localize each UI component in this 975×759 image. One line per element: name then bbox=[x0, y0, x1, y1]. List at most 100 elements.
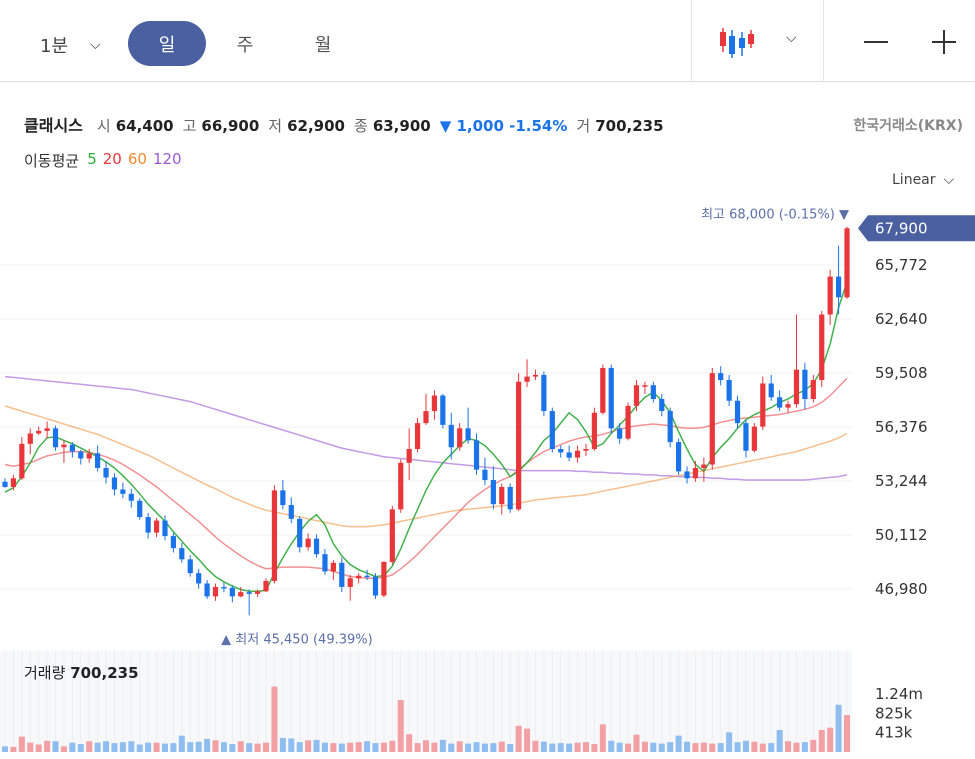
y-tick-label: 46,980 bbox=[875, 580, 928, 598]
volume-bar bbox=[27, 742, 34, 752]
minus-icon bbox=[864, 41, 888, 43]
ma-legend-20: 20 bbox=[102, 150, 122, 168]
volume-bar bbox=[566, 743, 573, 752]
interval-select[interactable]: 1분 ⌵ bbox=[40, 32, 101, 58]
candle bbox=[339, 562, 345, 587]
volume-bar bbox=[557, 743, 564, 752]
candle bbox=[2, 481, 8, 487]
volume-bar bbox=[305, 740, 312, 752]
candle bbox=[718, 373, 724, 381]
volume-bar bbox=[742, 740, 749, 752]
chart-type-chevron-icon[interactable]: ⌵ bbox=[786, 30, 797, 46]
candle bbox=[347, 578, 353, 587]
volume-bar bbox=[406, 734, 413, 752]
candle bbox=[751, 426, 757, 451]
volume-bar bbox=[187, 742, 194, 752]
volume-panel-label: 거래량 bbox=[24, 664, 66, 682]
candle bbox=[524, 376, 530, 382]
candle bbox=[819, 314, 825, 381]
tab-month[interactable]: 월 bbox=[314, 34, 332, 56]
price-summary: 클래시스 시 64,400 고 66,900 저 62,900 종 63,900 ▼ 1… bbox=[24, 112, 673, 136]
candle bbox=[238, 592, 244, 597]
candle bbox=[423, 411, 429, 424]
volume-bar bbox=[263, 742, 270, 752]
tab-day[interactable]: 일 bbox=[128, 21, 206, 66]
candle bbox=[145, 517, 151, 533]
open-label: 시 bbox=[96, 117, 111, 135]
candle bbox=[263, 580, 269, 592]
candle bbox=[608, 367, 614, 429]
candle bbox=[162, 520, 168, 537]
candle bbox=[271, 490, 278, 581]
candlestick-icon bbox=[720, 28, 754, 58]
candle bbox=[810, 380, 816, 399]
volume-bar bbox=[212, 740, 219, 752]
open-value: 64,400 bbox=[115, 117, 174, 135]
candle bbox=[726, 380, 732, 401]
volume-bar bbox=[827, 727, 834, 752]
volume-bar bbox=[844, 715, 850, 752]
candle bbox=[221, 586, 227, 589]
volume-bar bbox=[77, 744, 84, 752]
candle bbox=[120, 489, 126, 494]
candle bbox=[288, 505, 294, 519]
volume-bar bbox=[103, 741, 110, 752]
volume-bar bbox=[161, 743, 168, 752]
candle bbox=[642, 385, 648, 387]
candle bbox=[684, 471, 690, 479]
ma-legend-60: 60 bbox=[127, 150, 147, 168]
volume-bar bbox=[128, 741, 135, 752]
volume-bar bbox=[380, 742, 387, 752]
volume-bar bbox=[810, 739, 817, 752]
y-tick-label: 65,772 bbox=[875, 256, 928, 274]
candle bbox=[617, 428, 623, 439]
scale-select[interactable]: Linear ⌵ bbox=[892, 172, 954, 188]
volume-bar bbox=[237, 741, 244, 752]
volume-bar bbox=[700, 742, 707, 752]
chart-type-button[interactable] bbox=[716, 22, 758, 62]
moving-average-legend: 이동평균 5 20 60 120 bbox=[24, 150, 182, 171]
candle bbox=[507, 486, 513, 510]
volume-bar bbox=[170, 743, 177, 752]
volume-bar bbox=[246, 743, 253, 752]
volume-bar bbox=[582, 742, 589, 752]
ma-line-60 bbox=[4, 405, 848, 528]
volume-bar bbox=[254, 743, 261, 752]
volume-bar bbox=[835, 704, 842, 752]
candle bbox=[785, 404, 791, 408]
candle bbox=[196, 573, 202, 584]
candle bbox=[170, 536, 176, 549]
y-tick-label: 59,508 bbox=[875, 364, 928, 382]
volume-bar bbox=[490, 743, 497, 752]
close-value: 63,900 bbox=[372, 117, 431, 135]
candle bbox=[676, 442, 682, 472]
candle bbox=[204, 583, 210, 597]
candle bbox=[633, 385, 640, 406]
volume-bar bbox=[734, 742, 741, 752]
volume-bar bbox=[18, 736, 25, 752]
candle bbox=[490, 480, 496, 505]
volume-bar bbox=[785, 741, 792, 752]
candle bbox=[364, 575, 370, 578]
volume-bar bbox=[35, 744, 42, 752]
zoom-out-button[interactable] bbox=[856, 22, 896, 62]
low-label: 저 bbox=[268, 117, 283, 135]
volume-bar bbox=[456, 741, 463, 752]
candle bbox=[734, 400, 741, 424]
tab-week[interactable]: 주 bbox=[236, 34, 254, 56]
candle bbox=[414, 423, 421, 449]
volume-bar bbox=[94, 742, 101, 752]
volume-bar bbox=[776, 730, 783, 752]
volume-tick-label: 413k bbox=[875, 724, 913, 742]
chart-toolbar: 1분 ⌵ 일 주 월 ⌵ bbox=[0, 0, 975, 82]
candle bbox=[667, 411, 673, 443]
candle bbox=[709, 373, 715, 465]
candle bbox=[600, 367, 606, 413]
volume-tick-label: 1.24m bbox=[875, 685, 923, 703]
volume-panel-value: 700,235 bbox=[70, 664, 139, 682]
zoom-in-button[interactable] bbox=[924, 22, 964, 62]
volume-bar bbox=[515, 725, 522, 752]
volume-bar bbox=[10, 746, 17, 752]
candle bbox=[246, 592, 252, 594]
